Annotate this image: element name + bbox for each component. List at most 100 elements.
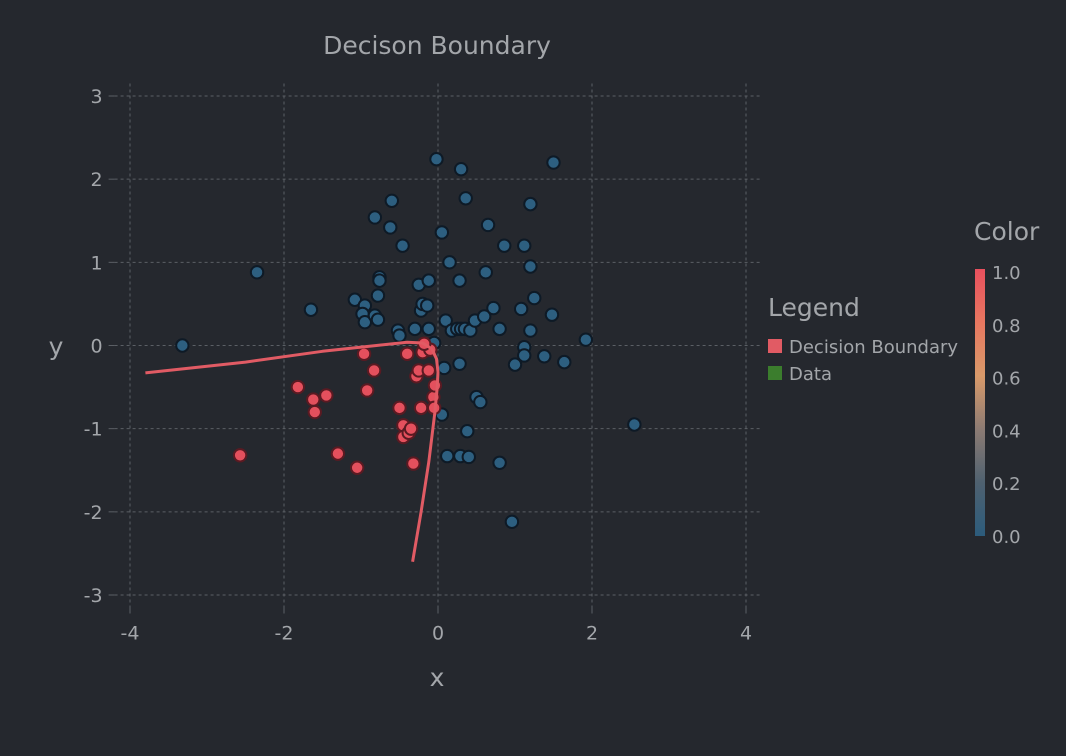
data-point — [357, 315, 373, 330]
data-point — [367, 210, 383, 225]
data-point — [504, 514, 520, 530]
data-point — [544, 307, 560, 322]
data-point — [403, 421, 419, 436]
legend-title: Legend — [768, 293, 860, 322]
legend-swatch-decision-boundary — [768, 339, 782, 353]
data-point — [413, 400, 429, 416]
data-point — [557, 354, 572, 370]
x-tick-label: 0 — [432, 622, 444, 644]
data-point — [406, 456, 421, 471]
legend: Legend Decision Boundary Data — [768, 293, 958, 385]
data-point — [372, 273, 387, 288]
data-point — [349, 460, 365, 475]
axis-ticks: -3 -2 -1 0 1 2 3 -4 -2 0 2 4 — [84, 86, 752, 644]
data-point — [513, 301, 529, 317]
y-tick-label: 0 — [91, 336, 103, 358]
data-point — [523, 323, 538, 338]
colorbar-tick-label: 0.0 — [992, 527, 1021, 548]
legend-label-decision-boundary: Decision Boundary — [789, 337, 958, 358]
data-point — [492, 455, 507, 470]
x-tick-label: -2 — [275, 622, 294, 644]
data-point — [421, 363, 436, 378]
data-point — [407, 321, 423, 337]
data-point — [307, 404, 322, 420]
data-point — [232, 448, 248, 463]
data-point — [473, 394, 488, 410]
data-point — [442, 255, 457, 270]
data-point — [429, 152, 444, 167]
data-point — [290, 379, 306, 395]
y-tick-label: -3 — [84, 585, 103, 607]
data-point — [452, 273, 467, 288]
y-axis-label: y — [49, 332, 64, 361]
data-point — [421, 273, 436, 288]
data-point — [517, 348, 532, 363]
colorbar-tick-label: 0.8 — [992, 316, 1021, 337]
data-point — [477, 309, 492, 324]
data-point — [249, 265, 265, 280]
data-point — [453, 161, 469, 177]
y-tick-label: 3 — [91, 86, 103, 108]
y-tick-label: 2 — [91, 169, 103, 191]
data-point — [427, 378, 443, 393]
y-tick-label: 1 — [91, 252, 103, 274]
data-point — [527, 290, 542, 306]
colorbar-tick-label: 0.6 — [992, 369, 1021, 390]
colorbar: Color 1.0 0.8 0.6 0.4 0.2 0.0 — [974, 217, 1040, 548]
data-point — [395, 238, 410, 253]
x-tick-label: 4 — [740, 622, 752, 644]
decision-boundary-line — [145, 340, 440, 562]
data-point — [366, 363, 382, 378]
data-point — [434, 225, 450, 240]
data-point — [400, 346, 415, 362]
data-point — [478, 265, 493, 280]
colorbar-gradient — [975, 269, 985, 536]
data-point — [370, 288, 386, 303]
legend-swatch-data — [768, 366, 782, 380]
data-point — [461, 449, 476, 465]
data-point — [460, 423, 475, 439]
colorbar-tick-label: 0.2 — [992, 474, 1021, 495]
data-point — [420, 298, 435, 313]
data-point — [486, 300, 501, 316]
data-point — [306, 392, 321, 407]
data-point — [440, 448, 455, 464]
data-point — [480, 217, 496, 233]
data-point — [436, 360, 452, 376]
data-point — [356, 346, 372, 362]
chart-title: Decison Boundary — [323, 31, 551, 60]
plot-area — [145, 152, 642, 562]
legend-label-data: Data — [789, 364, 832, 385]
x-tick-label: -4 — [121, 622, 140, 644]
data-point — [523, 259, 538, 274]
data-point — [517, 238, 532, 253]
data-point — [175, 338, 190, 353]
x-tick-label: 2 — [586, 622, 598, 644]
data-point — [330, 446, 346, 461]
y-tick-label: -1 — [84, 419, 103, 441]
data-point — [392, 328, 407, 343]
colorbar-tick-label: 1.0 — [992, 263, 1021, 284]
data-point — [392, 400, 407, 416]
data-point — [523, 196, 538, 212]
data-point — [370, 312, 386, 327]
data-point — [384, 193, 399, 208]
data-point — [319, 388, 334, 403]
data-point — [359, 383, 375, 398]
x-axis-label: x — [430, 663, 445, 692]
data-point — [546, 155, 561, 170]
data-point — [497, 238, 512, 253]
data-point — [578, 332, 594, 347]
data-point — [627, 417, 642, 432]
data-point — [421, 321, 436, 337]
colorbar-tick-label: 0.4 — [992, 421, 1021, 442]
data-point — [537, 349, 552, 364]
data-point — [383, 220, 398, 235]
data-point — [303, 302, 319, 317]
data-point — [507, 357, 523, 372]
colorbar-title: Color — [974, 217, 1040, 246]
data-point — [458, 191, 473, 206]
data-point — [492, 321, 507, 337]
y-tick-label: -2 — [84, 502, 103, 524]
